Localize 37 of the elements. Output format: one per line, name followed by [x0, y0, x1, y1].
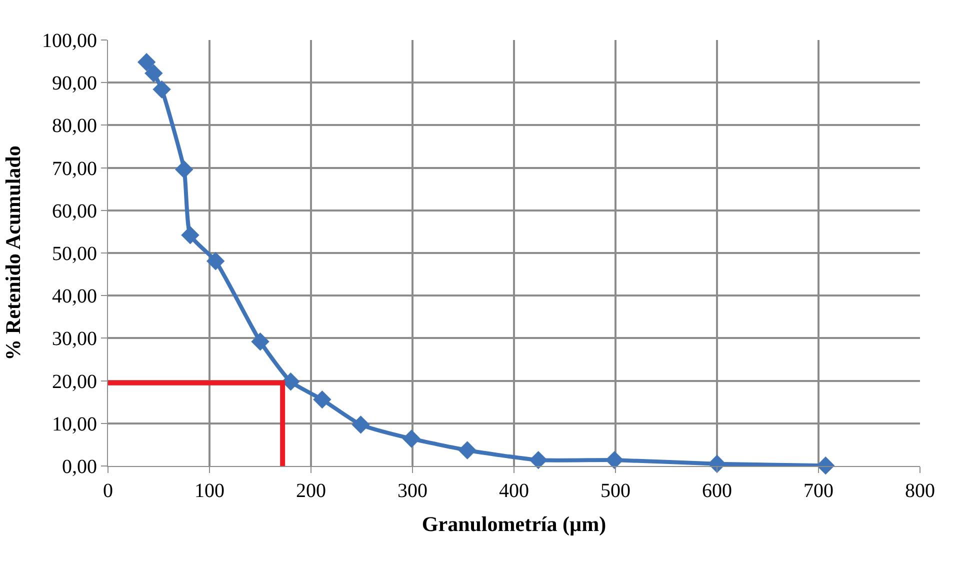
point: [152, 80, 171, 99]
x-tick-label: 300: [398, 480, 428, 502]
y-tick-label: 90,00: [52, 72, 97, 95]
point: [206, 252, 225, 270]
x-tick-label: 200: [296, 480, 326, 502]
y-tick-label: 0,00: [62, 456, 97, 478]
x-tick-label: 600: [702, 480, 732, 502]
y-tick-label: 60,00: [52, 200, 97, 222]
x-tick-label: 700: [804, 480, 834, 502]
y-tick-label: 50,00: [52, 243, 97, 265]
point: [313, 390, 332, 409]
point: [605, 450, 624, 470]
point: [251, 332, 270, 351]
point: [458, 441, 476, 460]
x-tick-label: 100: [194, 480, 224, 502]
y-tick-label: 30,00: [52, 328, 97, 350]
y-tick-label: 70,00: [52, 158, 97, 180]
y-tick-label: 100,00: [42, 30, 97, 52]
x-axis-title: Granulometría (µm): [422, 512, 606, 536]
point: [402, 430, 421, 448]
y-axis-title: % Retenido Acumulado: [1, 146, 26, 360]
point: [137, 53, 156, 72]
point: [529, 450, 548, 470]
point: [282, 372, 300, 391]
y-tick-label: 80,00: [52, 115, 97, 138]
point: [144, 64, 163, 82]
point: [352, 416, 370, 434]
point: [181, 226, 200, 244]
x-tick-label: 800: [905, 480, 935, 502]
x-tick-label: 0: [103, 480, 113, 502]
y-tick-label: 40,00: [52, 286, 97, 308]
y-tick-label: 10,00: [52, 413, 97, 436]
x-tick-label: 500: [600, 480, 630, 502]
point: [816, 456, 835, 475]
x-tick-label: 400: [499, 480, 529, 502]
y-tick-label: 20,00: [52, 370, 97, 393]
point: [175, 160, 194, 179]
